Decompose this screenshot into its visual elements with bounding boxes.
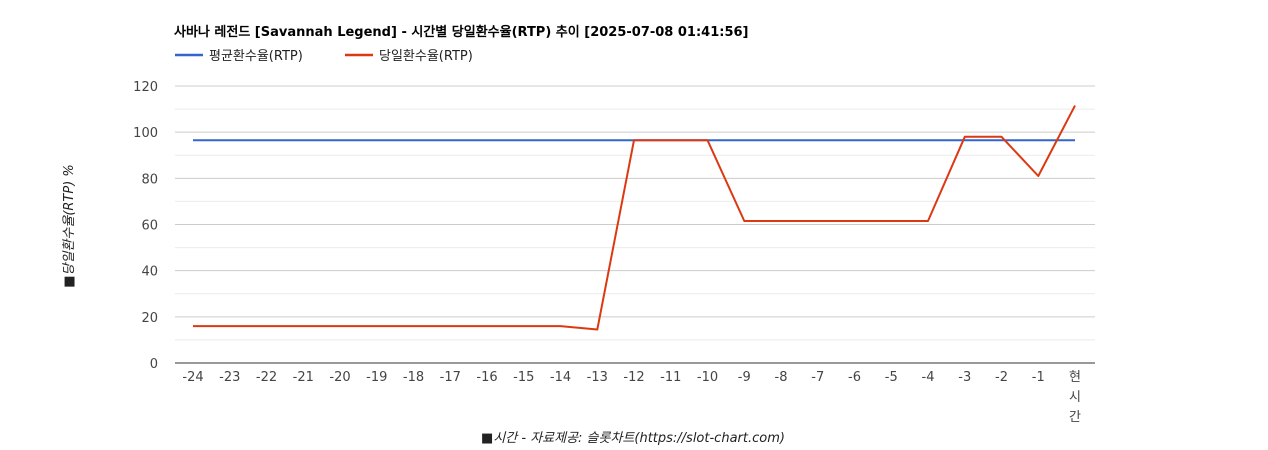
series-layer	[192, 105, 1076, 331]
x-tick-label: -14	[550, 370, 571, 385]
y-tick-label: 120	[133, 80, 158, 95]
x-tick-label: -7	[811, 370, 824, 385]
x-tick-label: -2	[995, 370, 1008, 385]
x-tick-label: -23	[219, 370, 240, 385]
legend-item-daily[interactable]: 당일환수율(RTP)	[345, 49, 473, 64]
y-tick-label: 40	[141, 265, 158, 280]
chart-title: 사바나 레전드 [Savannah Legend] - 시간별 당일환수율(RT…	[174, 24, 749, 40]
x-tick-label: -17	[440, 370, 461, 385]
x-tick-label: -20	[329, 370, 350, 385]
y-tick-label: 0	[150, 357, 158, 372]
x-tick-label: -1	[1032, 370, 1045, 385]
y-tick-label: 80	[141, 172, 158, 187]
legend-label-avg: 평균환수율(RTP)	[209, 49, 303, 64]
x-tick-label: -21	[293, 370, 314, 385]
series-daily	[192, 105, 1076, 331]
y-tick-label: 100	[133, 126, 158, 141]
x-axis-ticks: -24 -23 -22 -21 -20 -19 -18 -17 -16 -15 -14 -13 -12 -…	[182, 370, 1081, 425]
legend: 평균환수율(RTP) 당일환수율(RTP)	[175, 49, 473, 64]
x-tick-label: -16	[476, 370, 497, 385]
x-tick-label: -13	[587, 370, 608, 385]
x-tick-label: -11	[660, 370, 681, 385]
y-tick-label: 60	[141, 219, 158, 234]
x-tick-label: -15	[513, 370, 534, 385]
legend-label-daily: 당일환수율(RTP)	[379, 49, 473, 64]
grid	[175, 85, 1095, 364]
y-axis-title: ■당일환수율(RTP) %	[62, 164, 77, 288]
x-tick-label: -12	[623, 370, 644, 385]
x-tick-label: -18	[403, 370, 424, 385]
series-line[interactable]	[193, 105, 1076, 331]
x-tick-label: -6	[848, 370, 861, 385]
x-tick-label: -19	[366, 370, 387, 385]
y-tick-label: 20	[141, 311, 158, 326]
x-tick-label: -5	[885, 370, 898, 385]
x-tick-label: -10	[697, 370, 718, 385]
x-tick-label: -22	[256, 370, 277, 385]
x-tick-label: -9	[738, 370, 751, 385]
x-axis-title: ■시간 - 자료제공: 슬롯차트(https://slot-chart.com)	[481, 431, 785, 446]
x-tick-label: -24	[182, 370, 203, 385]
y-axis-ticks: 0 20 40 60 80 100 120	[133, 80, 158, 372]
legend-item-avg[interactable]: 평균환수율(RTP)	[175, 49, 303, 64]
x-tick-label: -3	[958, 370, 971, 385]
x-tick-label: -8	[775, 370, 788, 385]
x-tick-label: -4	[922, 370, 935, 385]
